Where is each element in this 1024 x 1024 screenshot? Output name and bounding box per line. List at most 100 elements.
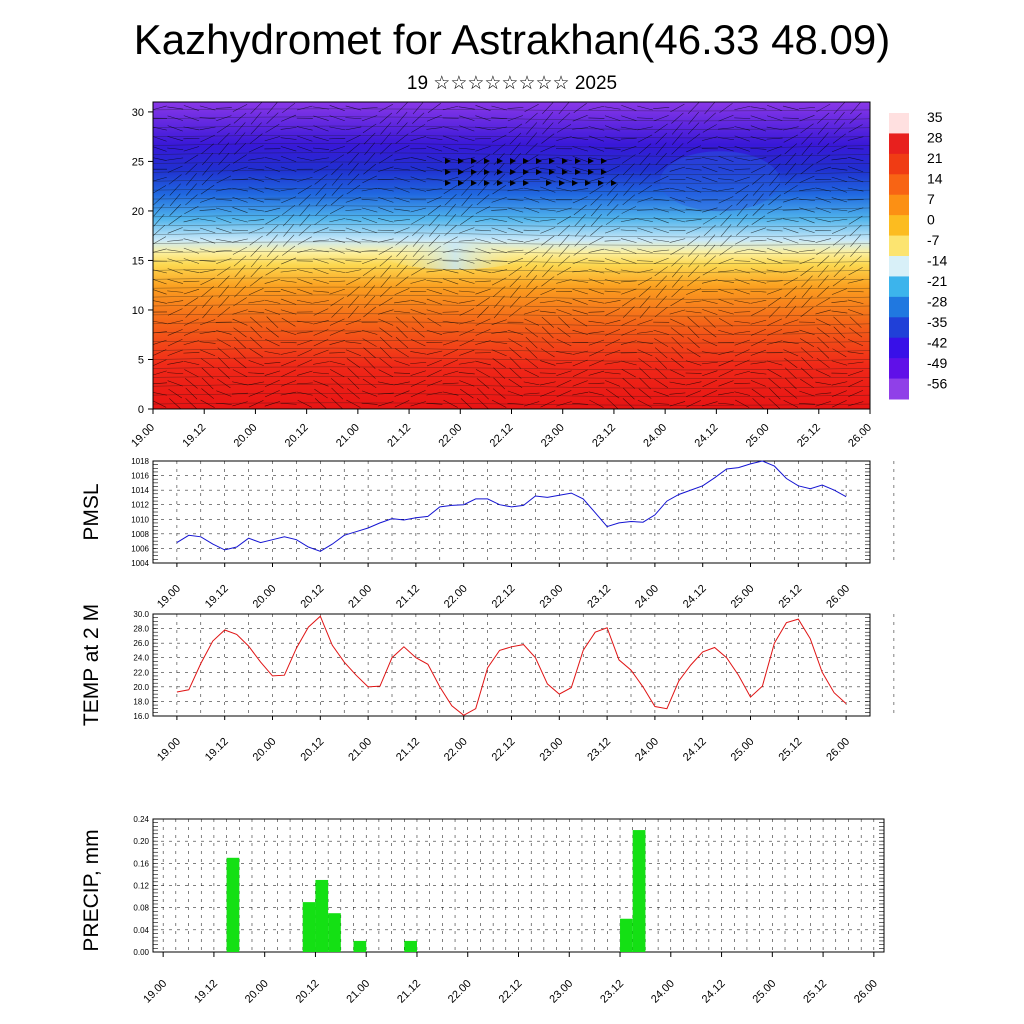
wind-barb (264, 370, 281, 376)
wind-barb (734, 311, 751, 313)
wind-barb (394, 145, 410, 153)
wind-barb (540, 186, 556, 193)
wind-barb (153, 320, 167, 324)
wind-barb (442, 126, 459, 131)
wind-barb (766, 247, 783, 254)
wind-barb (394, 219, 410, 222)
wind-barb (606, 204, 619, 216)
wind-barb (282, 234, 295, 247)
wind-barb (831, 167, 848, 171)
x-tick-label: 22.12 (488, 422, 516, 450)
wind-barb (329, 115, 345, 121)
wind-barb (185, 183, 197, 196)
wind-barb (313, 136, 329, 142)
colorbar-label: -49 (927, 355, 947, 371)
wind-barb (348, 162, 359, 176)
wind-barb (491, 117, 508, 119)
wind-barb (736, 194, 749, 206)
wind-barb (264, 136, 281, 142)
wind-barb (832, 276, 847, 287)
wind-barb (199, 209, 216, 211)
wind-pennant (497, 180, 503, 186)
wind-barb (718, 146, 734, 152)
wind-barb (217, 275, 230, 288)
wind-barb (523, 196, 540, 203)
wind-barb (395, 316, 409, 328)
wind-barb (702, 379, 718, 387)
wind-barb (442, 105, 459, 111)
wind-barb (167, 320, 184, 325)
wind-barb (782, 248, 799, 253)
wind-barb (848, 267, 863, 276)
wind-barb (217, 357, 230, 369)
wind-barb (410, 390, 426, 398)
wind-barb (783, 185, 798, 195)
wind-barb (653, 217, 669, 224)
wind-barb (215, 402, 232, 405)
wind-barb (671, 275, 683, 288)
wind-barb (345, 248, 362, 254)
wind-barb (847, 370, 864, 377)
colorbar-swatch (889, 256, 909, 277)
wind-barb (703, 327, 717, 338)
wind-barb (704, 102, 716, 115)
wind-barb (800, 378, 814, 388)
wind-barb (718, 188, 734, 192)
wind-barb (685, 167, 702, 171)
wind-barb (200, 349, 216, 356)
wind-barb (183, 146, 200, 152)
wind-barb (266, 102, 278, 115)
wind-barb (442, 157, 459, 161)
wind-barb (799, 257, 815, 265)
wind-barb (539, 219, 556, 222)
wind-barb (475, 146, 491, 152)
wind-barb (637, 248, 653, 253)
wind-barb (168, 215, 182, 226)
wind-barb (541, 337, 554, 349)
wind-barb (718, 127, 734, 130)
wind-barb (507, 329, 524, 335)
wind-barb (153, 400, 167, 408)
x-tick-label: 22.12 (490, 583, 518, 611)
wind-barb (766, 340, 783, 345)
wind-barb (442, 260, 459, 262)
wind-barb (315, 204, 327, 216)
wind-barb (687, 235, 701, 246)
wind-barb (816, 327, 830, 338)
wind-barb (831, 208, 848, 212)
wind-barb (217, 378, 231, 389)
wind-barb (620, 218, 637, 222)
x-tick-label: 20.12 (298, 736, 326, 764)
wind-barb (460, 204, 473, 216)
wind-barb (654, 378, 669, 388)
wind-barb (669, 166, 686, 172)
wind-barb (298, 194, 311, 206)
wind-barb (183, 328, 199, 336)
wind-barb (525, 347, 538, 359)
x-tick-label: 25.12 (795, 422, 823, 450)
wind-barb (541, 326, 554, 339)
wind-barb (734, 117, 751, 119)
wind-barb (394, 168, 410, 171)
wind-barb (280, 391, 297, 396)
wind-barb (379, 336, 392, 349)
wind-barb (280, 137, 297, 140)
wind-barb (801, 295, 813, 308)
wind-pennant (572, 180, 578, 186)
wind-barb (834, 111, 845, 125)
wind-barb (523, 392, 540, 395)
wind-barb (202, 295, 214, 308)
wind-barb (184, 154, 199, 164)
wind-barb (363, 275, 376, 288)
wind-barb (620, 269, 637, 273)
wind-barb (671, 255, 684, 267)
wind-barb (410, 136, 426, 142)
wind-barb (523, 218, 540, 223)
wind-barb (847, 156, 864, 162)
wind-barb (620, 360, 637, 366)
wind-barb (493, 152, 505, 166)
wind-barb (380, 122, 392, 135)
wind-barb (637, 237, 653, 244)
wind-barb (509, 367, 522, 379)
wind-barb (734, 370, 750, 376)
